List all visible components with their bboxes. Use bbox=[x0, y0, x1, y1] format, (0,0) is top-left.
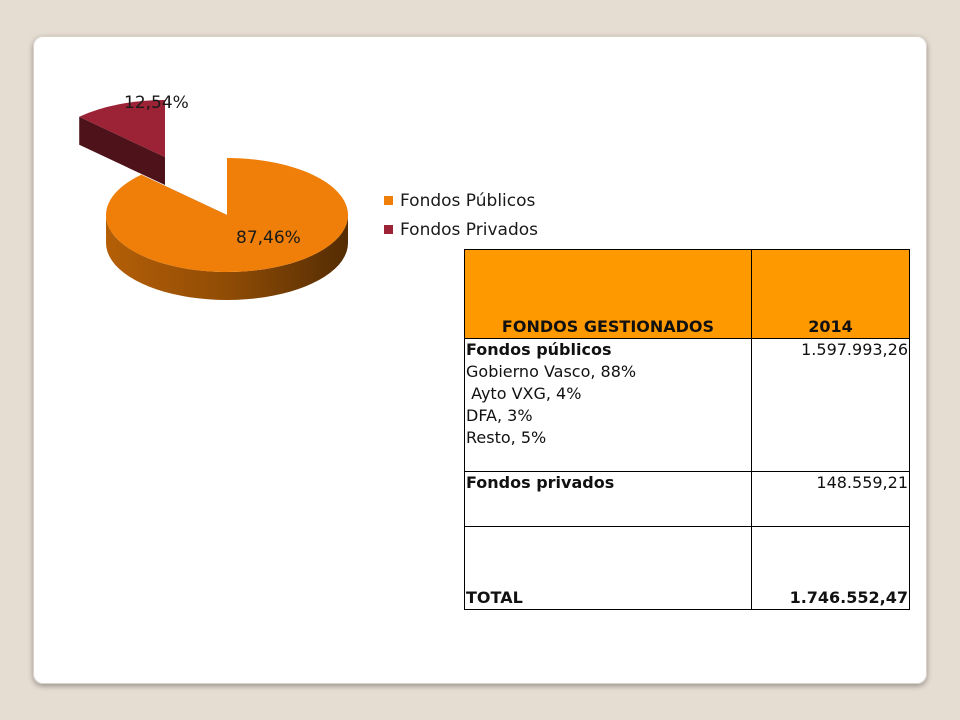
publicos-title: Fondos públicos bbox=[466, 340, 612, 359]
pie-rim-publicos bbox=[106, 215, 348, 300]
chart-legend: Fondos Públicos Fondos Privados bbox=[384, 186, 538, 244]
header-concept: FONDOS GESTIONADOS bbox=[464, 249, 752, 339]
pie-data-label-publicos: 87,46% bbox=[236, 228, 301, 248]
legend-label-publicos: Fondos Públicos bbox=[400, 190, 536, 211]
publicos-detail-dfa: DFA, 3% bbox=[466, 406, 533, 425]
legend-swatch-publicos bbox=[384, 196, 393, 205]
publicos-detail-resto: Resto, 5% bbox=[466, 428, 547, 447]
pie-wall-start-privados bbox=[79, 116, 165, 185]
cell-total-concept: TOTAL bbox=[464, 526, 752, 610]
table-row-total: TOTAL 1.746.552,47 bbox=[464, 526, 910, 610]
header-year: 2014 bbox=[751, 249, 910, 339]
table-row-publicos: Fondos públicos Gobierno Vasco, 88% Ayto… bbox=[464, 338, 910, 472]
pie-slice-publicos bbox=[105, 158, 349, 272]
cell-privados-value: 148.559,21 bbox=[751, 471, 910, 527]
legend-swatch-privados bbox=[384, 225, 393, 234]
legend-label-privados: Fondos Privados bbox=[400, 219, 538, 240]
cell-publicos-value: 1.597.993,26 bbox=[751, 338, 910, 472]
table-row-privados: Fondos privados 148.559,21 bbox=[464, 471, 910, 527]
legend-item-privados: Fondos Privados bbox=[384, 215, 538, 244]
table-header-row: FONDOS GESTIONADOS 2014 bbox=[464, 249, 910, 339]
publicos-detail-ayto: Ayto VXG, 4% bbox=[466, 384, 582, 403]
pie-data-label-privados: 12,54% bbox=[124, 93, 189, 113]
cell-total-value: 1.746.552,47 bbox=[751, 526, 910, 610]
publicos-detail-gobierno: Gobierno Vasco, 88% bbox=[466, 362, 637, 381]
funds-table: FONDOS GESTIONADOS 2014 Fondos públicos … bbox=[464, 249, 910, 610]
cell-publicos-concept: Fondos públicos Gobierno Vasco, 88% Ayto… bbox=[464, 338, 752, 472]
cell-privados-concept: Fondos privados bbox=[464, 471, 752, 527]
legend-item-publicos: Fondos Públicos bbox=[384, 186, 538, 215]
pie-slice-privados bbox=[79, 100, 165, 157]
